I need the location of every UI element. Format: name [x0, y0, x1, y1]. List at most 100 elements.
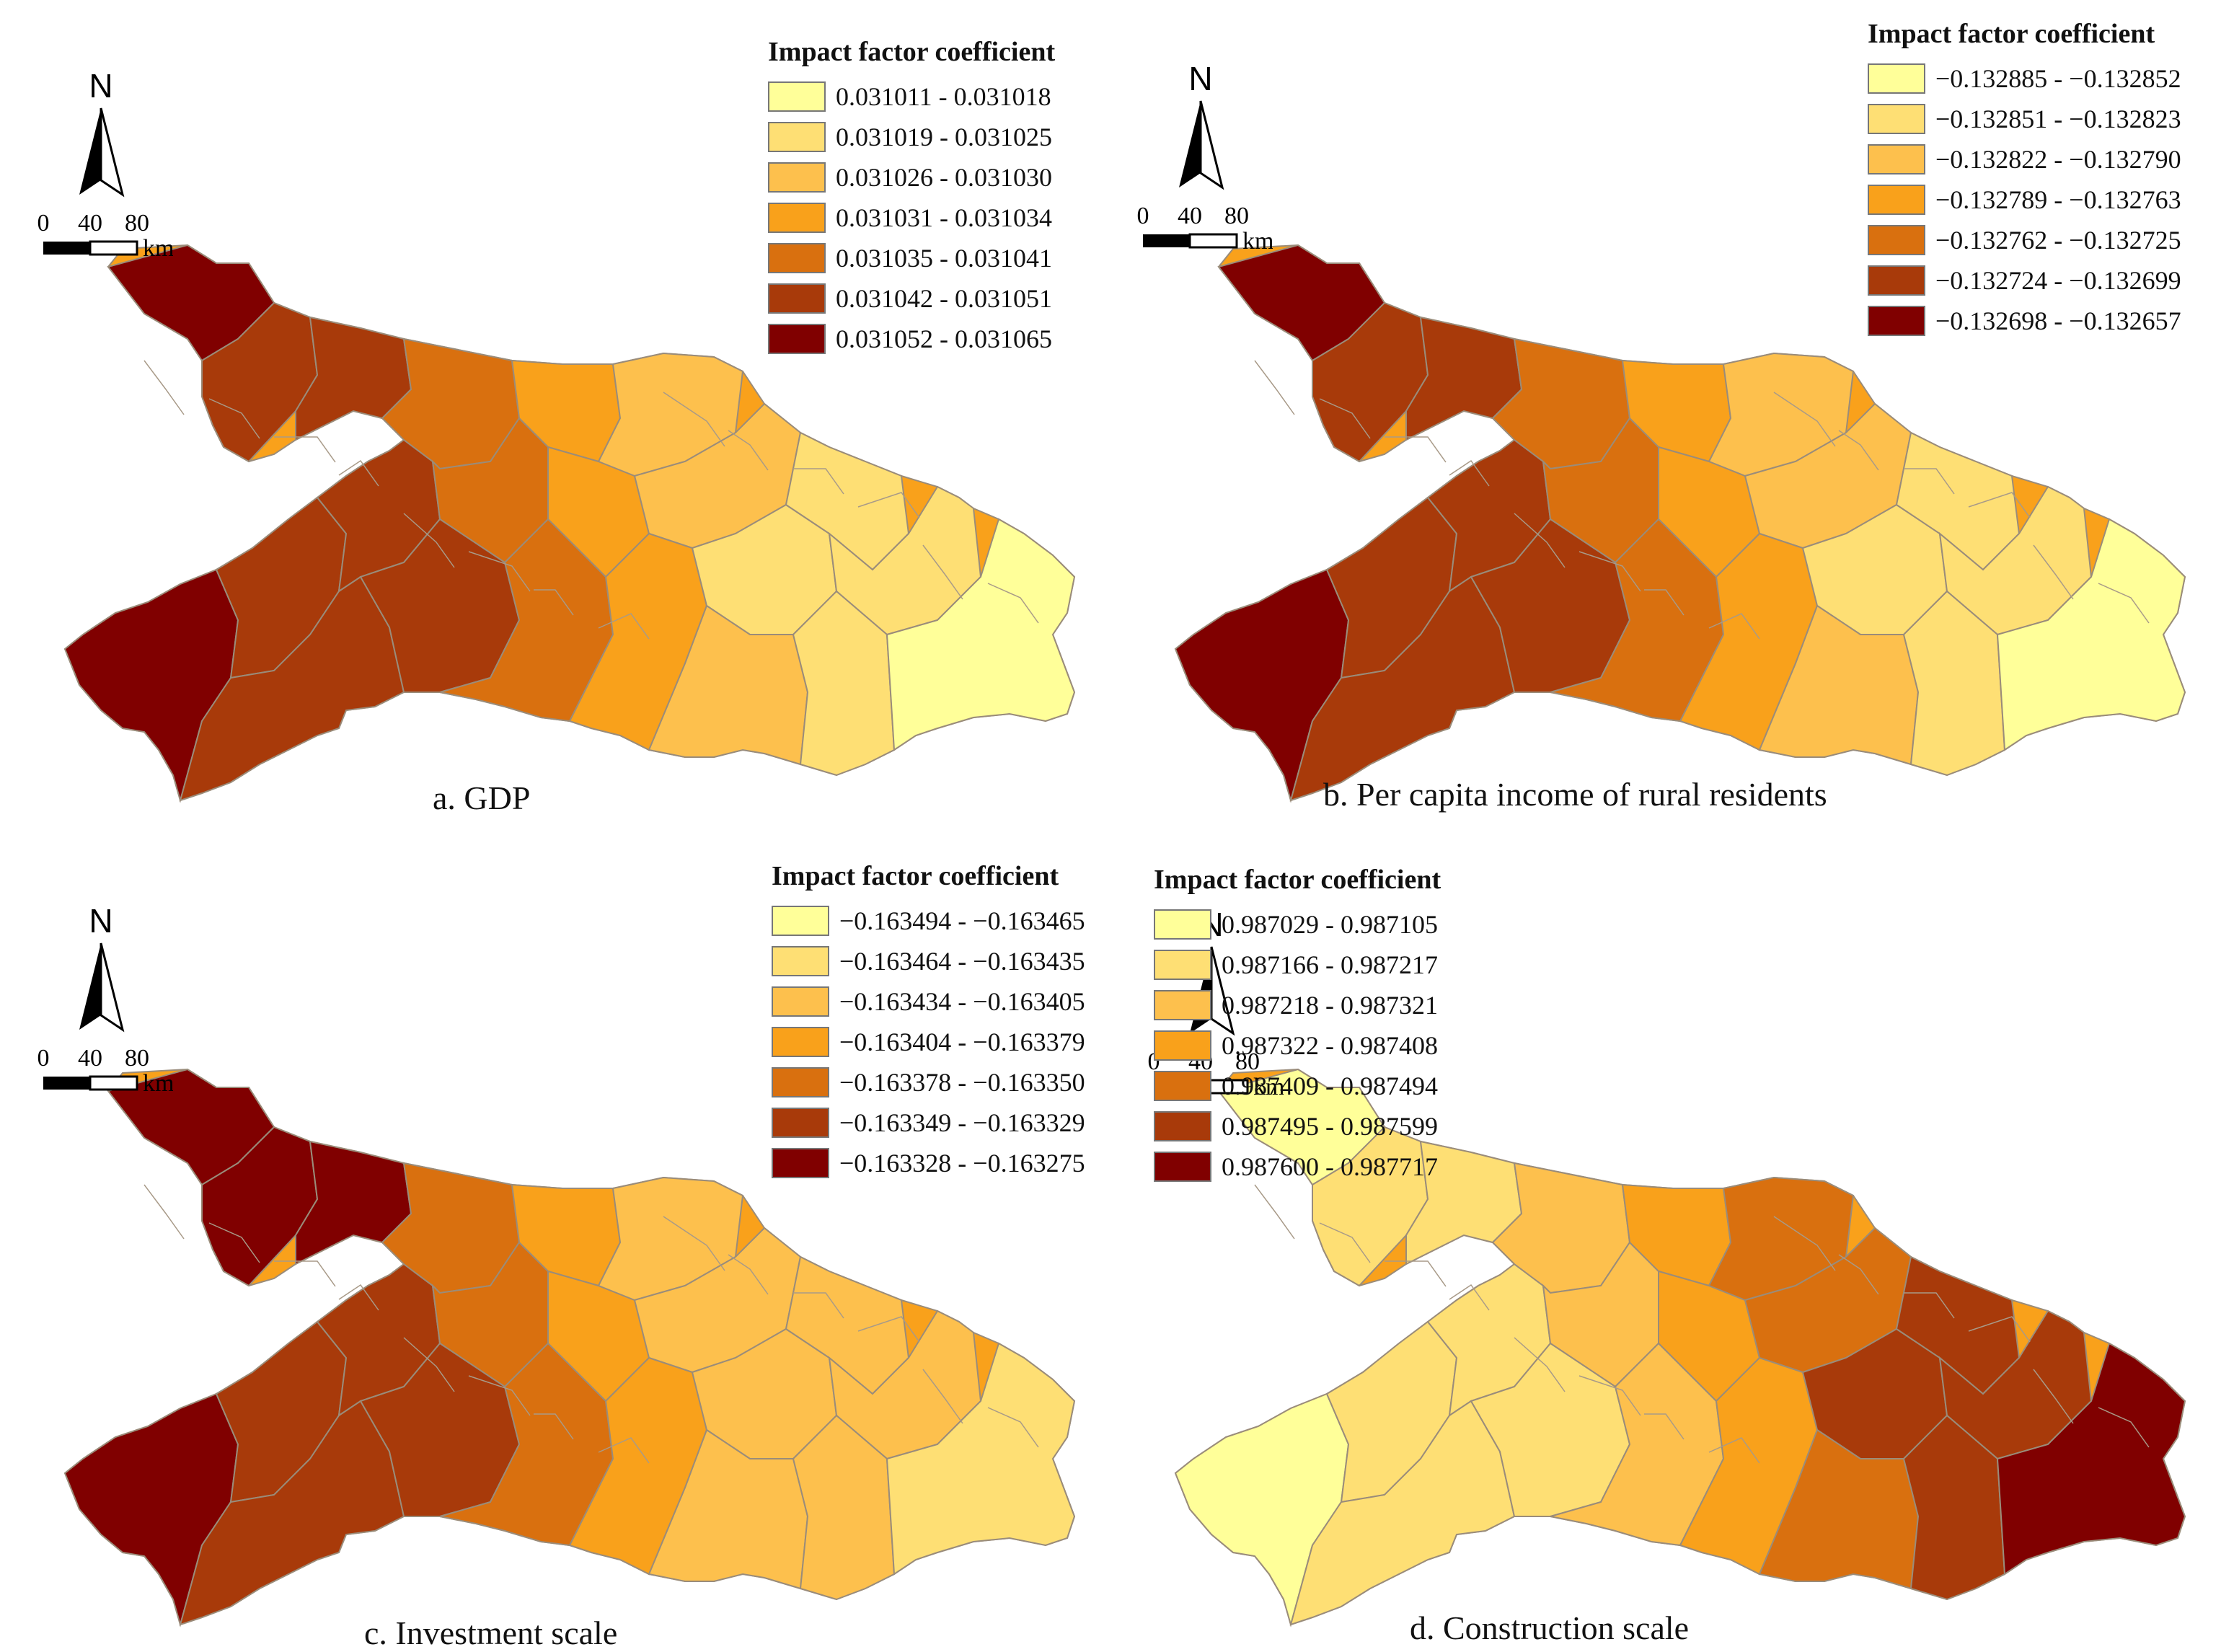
- arrow-right-half: [1199, 100, 1224, 190]
- boundary-line: [1708, 1437, 1760, 1464]
- arrow-right-half: [100, 107, 125, 198]
- caption-d: d. Construction scale: [1410, 1609, 1690, 1646]
- legend-swatch: [768, 283, 826, 314]
- legend-label: −0.163494 - −0.163465: [839, 906, 1085, 935]
- boundary-line: [1319, 1222, 1371, 1263]
- boundary-line: [1708, 613, 1760, 640]
- boundary-line: [208, 398, 260, 439]
- scale-tick-label: 0: [1137, 203, 1149, 229]
- boundary-line: [987, 1407, 1039, 1448]
- district-c-20: [792, 1414, 896, 1601]
- map-d: [1174, 1068, 2186, 1627]
- legend-swatch: [772, 1027, 829, 1057]
- scale-tick-label: 0: [37, 1045, 50, 1072]
- legend-swatch: [768, 162, 826, 193]
- legend-swatch: [772, 946, 829, 976]
- legend-d: Impact factor coefficient 0.987029 - 0.98…: [1154, 864, 1441, 1187]
- district-c-2: [295, 1140, 412, 1265]
- district-d-21: [1996, 1342, 2186, 1576]
- scale-bar-segment: [89, 1075, 138, 1091]
- compass-b: N 0 40 80 km: [1129, 50, 1274, 281]
- legend-swatch: [768, 203, 826, 233]
- legend-swatch: [1154, 909, 1211, 940]
- legend-row: 0.987166 - 0.987217: [1154, 945, 1441, 985]
- boundary-line: [922, 544, 963, 600]
- arrow-right-half: [1210, 946, 1235, 1036]
- map-b-districts: [1174, 244, 2186, 803]
- legend-row: 0.987600 - 0.987717: [1154, 1147, 1441, 1187]
- boundary-line: [1385, 1260, 1447, 1287]
- legend-row: −0.163378 - −0.163350: [772, 1062, 1085, 1103]
- legend-swatch: [1154, 990, 1211, 1020]
- map-c-districts: [63, 1068, 1076, 1627]
- legend-c: Impact factor coefficient −0.163494 - −0.…: [772, 860, 1085, 1183]
- legend-swatch: [768, 81, 826, 112]
- legend-swatch: [772, 1148, 829, 1178]
- boundary-line: [1254, 360, 1295, 415]
- panel-d: N 0 40 80 km Impact factor coefficient 0.9870…: [1110, 824, 2221, 1648]
- legend-label: −0.163349 - −0.163329: [839, 1108, 1085, 1137]
- scale-bar-segment: [43, 242, 90, 255]
- boundary-line: [1385, 436, 1447, 463]
- panel-a: N 0 40 80 km Impact factor coefficient 0.0310…: [0, 0, 1110, 824]
- district-c-6: [179, 1400, 405, 1626]
- boundary-line: [1838, 430, 1879, 471]
- legend-swatch: [1154, 1030, 1211, 1061]
- boundary-line: [534, 589, 574, 616]
- district-d-17: [1758, 1428, 1920, 1590]
- boundary-line: [663, 1216, 725, 1271]
- legend-title: Impact factor coefficient: [1868, 19, 2155, 49]
- legend-label: −0.163328 - −0.163275: [839, 1149, 1085, 1178]
- legend-label: −0.163434 - −0.163405: [839, 987, 1085, 1016]
- legend-label: 0.031042 - 0.031051: [836, 284, 1052, 313]
- legend-label: 0.987495 - 0.987599: [1222, 1112, 1438, 1141]
- legend-label: 0.031035 - 0.031041: [836, 244, 1052, 273]
- legend-label: −0.132822 - −0.132790: [1935, 145, 2181, 174]
- legend-swatch: [1868, 225, 1925, 255]
- boundary-line: [1449, 459, 1490, 487]
- legend-label: −0.132762 - −0.132725: [1935, 226, 2181, 255]
- district-c-12: [439, 1342, 614, 1547]
- north-label: N: [89, 67, 112, 105]
- boundary-line: [1578, 1375, 1641, 1416]
- arrow-right-half: [100, 942, 125, 1033]
- district-b-6: [1289, 575, 1516, 802]
- legend-label: −0.163464 - −0.163435: [839, 947, 1085, 976]
- scale-tick-label: 0: [37, 210, 50, 237]
- scale-unit: km: [1242, 228, 1273, 255]
- district-c-21: [886, 1342, 1076, 1576]
- boundary-line: [403, 1337, 455, 1392]
- panel-b: N 0 40 80 km Impact factor coefficient −0.132…: [1110, 0, 2221, 824]
- district-a-17: [648, 604, 809, 766]
- legend-swatch: [772, 1108, 829, 1138]
- legend-row: 0.031052 - 0.031065: [768, 319, 1055, 359]
- legend-swatch: [1154, 1111, 1211, 1141]
- legend-row: −0.132851 - −0.132823: [1868, 99, 2181, 139]
- scale-unit: km: [143, 235, 173, 262]
- legend-label: −0.132851 - −0.132823: [1935, 105, 2181, 133]
- compass-a: N 0 40 80 km: [29, 58, 175, 288]
- boundary-line: [338, 1284, 379, 1311]
- boundary-line: [793, 468, 844, 495]
- district-d-6: [1289, 1400, 1516, 1626]
- legend-row: −0.132789 - −0.132763: [1868, 180, 2181, 220]
- map-c: [63, 1068, 1076, 1627]
- boundary-line: [1968, 1316, 2031, 1343]
- boundary-line: [1904, 468, 1955, 495]
- district-a-2: [295, 316, 412, 441]
- boundary-line: [274, 1260, 336, 1287]
- district-b-17: [1758, 604, 1920, 766]
- boundary-line: [598, 1437, 650, 1464]
- legend-row: −0.163434 - −0.163405: [772, 981, 1085, 1022]
- legend-row: 0.031026 - 0.031030: [768, 157, 1055, 198]
- legend-title: Impact factor coefficient: [768, 37, 1056, 67]
- legend-row: −0.132885 - −0.132852: [1868, 58, 2181, 99]
- north-label: N: [89, 902, 112, 940]
- boundary-line: [1254, 1184, 1295, 1240]
- legend-row: −0.163404 - −0.163379: [772, 1022, 1085, 1062]
- legend-swatch: [772, 906, 829, 936]
- caption-a: a. GDP: [433, 779, 531, 816]
- scale-unit: km: [1253, 1074, 1284, 1100]
- legend-title: Impact factor coefficient: [772, 861, 1059, 891]
